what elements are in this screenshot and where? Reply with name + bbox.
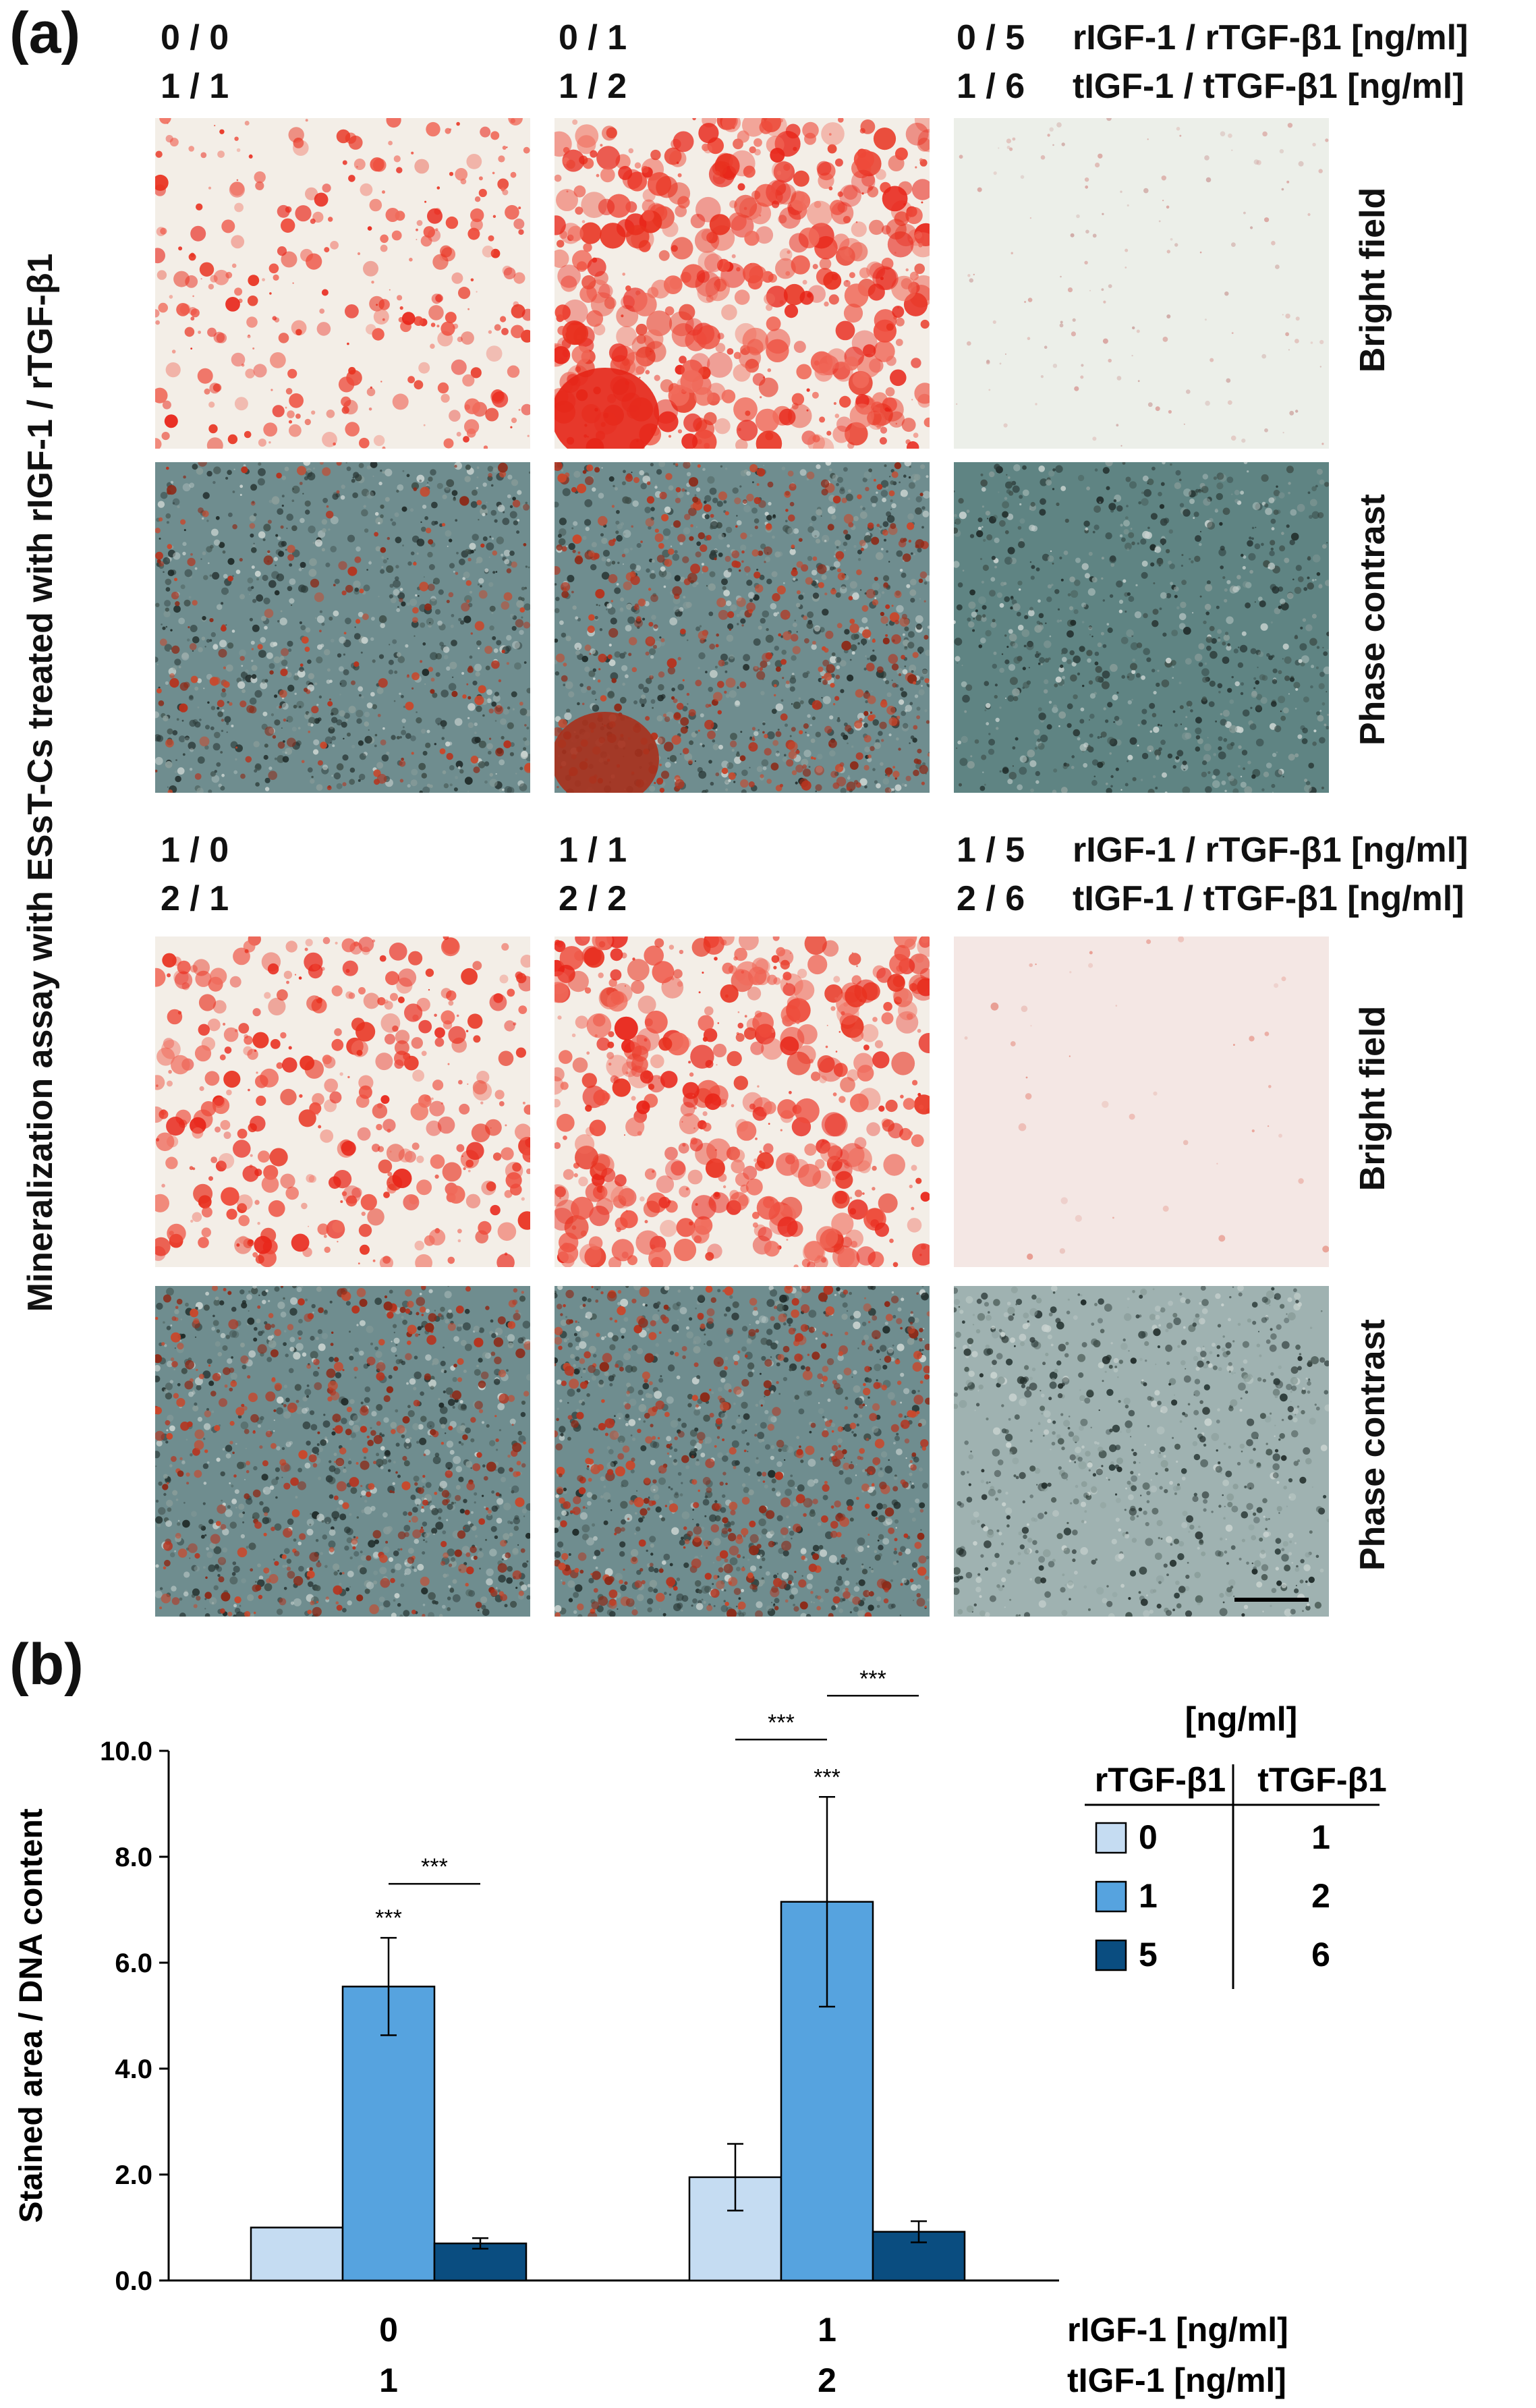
micrograph-r2-c1-phase (155, 1286, 530, 1617)
legend-t-value: 2 (1311, 1877, 1330, 1915)
row1-t-unit-label: tIGF-1 / tTGF-β1 [ng/ml] (1073, 67, 1464, 106)
legend-unit: [ng/ml] (1185, 1700, 1298, 1738)
x-category-t-label: 1 (379, 2361, 398, 2399)
legend-swatch-2 (1095, 1939, 1127, 1971)
micrograph-r1-c1-bright (155, 118, 530, 449)
row1-r-unit-label: rIGF-1 / rTGF-β1 [ng/ml] (1073, 18, 1469, 57)
y-tick-label: 8.0 (115, 1843, 152, 1872)
x-category-r-label: 1 (818, 2311, 836, 2349)
cond-t-2-2: 2 / 2 (559, 879, 627, 918)
panel-a-letter: (a) (9, 1, 81, 65)
cond-r-2-2: 1 / 1 (559, 831, 627, 870)
cond-t-1-3: 1 / 6 (957, 67, 1025, 106)
legend-t-value: 6 (1311, 1936, 1330, 1973)
x-axis-r-unit: rIGF-1 [ng/ml] (1067, 2311, 1288, 2349)
row2-t-unit-label: tIGF-1 / tTGF-β1 [ng/ml] (1073, 879, 1464, 918)
legend-col-r-header: rTGF-β1 (1095, 1761, 1226, 1799)
cond-r-1-1: 0 / 0 (161, 18, 229, 57)
legend-swatch-1 (1095, 1880, 1127, 1913)
cond-r-2-3: 1 / 5 (957, 831, 1025, 870)
x-category-t-label: 2 (818, 2361, 836, 2399)
significance-marker: *** (859, 1666, 886, 1691)
micrograph-r1-c3-phase (954, 462, 1329, 793)
significance-marker: *** (375, 1905, 402, 1931)
legend-col-t-header: tTGF-β1 (1257, 1761, 1387, 1799)
scale-bar (1234, 1598, 1309, 1602)
micrograph-r1-c2-bright (554, 118, 930, 449)
micrograph-r2-c2-bright (554, 936, 930, 1267)
significance-marker: *** (421, 1854, 448, 1880)
panel-b-letter: (b) (9, 1632, 84, 1697)
micrograph-r1-c3-bright (954, 118, 1329, 449)
y-tick-label: 0.0 (115, 2266, 152, 2296)
legend-r-value: 1 (1139, 1877, 1158, 1915)
micrograph-r1-c1-phase (155, 462, 530, 793)
micrograph-r2-c1-bright (155, 936, 530, 1267)
cond-t-1-1: 1 / 1 (161, 67, 229, 106)
micrograph-r2-c3-bright (954, 936, 1329, 1267)
cond-r-1-3: 0 / 5 (957, 18, 1025, 57)
significance-marker: *** (814, 1764, 841, 1790)
cond-t-2-3: 2 / 6 (957, 879, 1025, 918)
micrograph-r2-c3-phase (954, 1286, 1329, 1617)
y-axis-title: Stained area / DNA content (13, 1808, 49, 2222)
legend-r-value: 0 (1139, 1818, 1158, 1856)
legend-r-value: 5 (1139, 1936, 1158, 1973)
cond-t-2-1: 2 / 1 (161, 879, 229, 918)
y-tick-label: 4.0 (115, 2054, 152, 2084)
micrograph-r1-c2-phase (554, 462, 930, 793)
legend-t-value: 1 (1311, 1818, 1330, 1856)
x-axis-t-unit: tIGF-1 [ng/ml] (1067, 2361, 1286, 2399)
legend-swatch-0 (1095, 1822, 1127, 1854)
micrograph-r2-c2-phase (554, 1286, 930, 1617)
cond-r-2-1: 1 / 0 (161, 831, 229, 870)
bar-2-0 (433, 2242, 528, 2282)
row2-r-unit-label: rIGF-1 / rTGF-β1 [ng/ml] (1073, 831, 1469, 870)
cond-r-1-2: 0 / 1 (559, 18, 627, 57)
significance-marker: *** (768, 1710, 795, 1735)
cond-t-1-2: 1 / 2 (559, 67, 627, 106)
y-tick-label: 2.0 (115, 2160, 152, 2190)
bar-0-0 (250, 2227, 344, 2282)
y-tick-label: 6.0 (115, 1949, 152, 1978)
y-tick-label: 10.0 (100, 1737, 152, 1766)
x-category-r-label: 0 (379, 2311, 398, 2349)
